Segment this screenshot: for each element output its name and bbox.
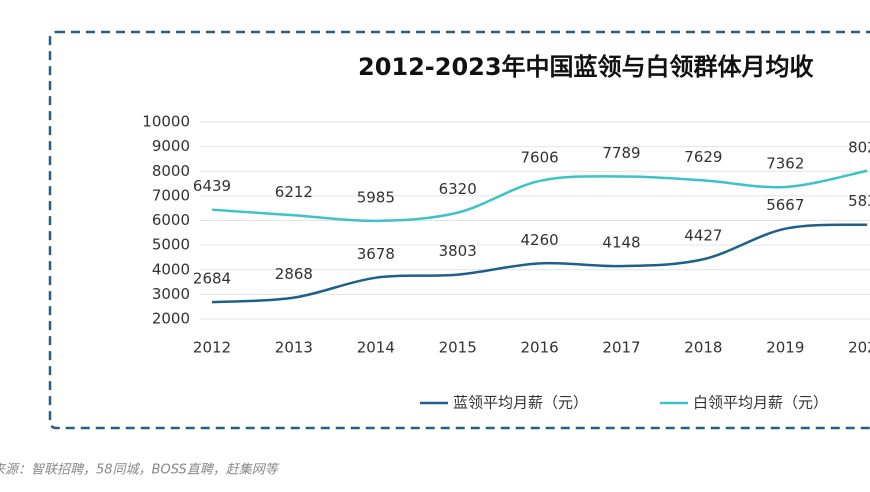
y-tick-label: 7000	[152, 186, 190, 204]
value-label: 4427	[684, 227, 722, 245]
value-label: 8020	[848, 138, 870, 156]
legend-label: 蓝领平均月薪（元）	[453, 394, 588, 412]
value-label: 6212	[275, 183, 313, 201]
value-label: 2868	[275, 265, 313, 283]
y-tick-label: 5000	[152, 236, 190, 254]
source: 来源：智联招聘，58同城，BOSS直聘，赶集网等	[0, 463, 280, 478]
value-label: 7789	[602, 144, 640, 162]
chart-title: 2012-2023年中国蓝领与白领群体月均收	[358, 53, 814, 81]
value-label: 2684	[193, 270, 231, 288]
x-tick-label: 2019	[766, 339, 804, 357]
y-tick-label: 8000	[152, 162, 190, 180]
value-label: 7362	[766, 154, 804, 172]
value-label: 5830	[848, 192, 870, 210]
x-tick-label: 2020	[848, 339, 870, 357]
value-label: 7629	[684, 148, 722, 166]
x-tick-label: 2017	[602, 339, 640, 357]
x-tick-label: 2013	[275, 339, 313, 357]
y-tick-label: 6000	[152, 211, 190, 229]
legend-label: 白领平均月薪（元）	[693, 394, 828, 412]
x-tick-label: 2012	[193, 339, 231, 357]
y-tick-label: 3000	[152, 285, 190, 303]
x-tick-label: 2016	[521, 339, 559, 357]
x-tick-label: 2015	[439, 339, 477, 357]
y-tick-label: 9000	[152, 137, 190, 155]
value-label: 5667	[766, 196, 804, 214]
y-tick-label: 4000	[152, 260, 190, 278]
value-label: 7606	[521, 148, 559, 166]
series-line	[211, 169, 868, 223]
value-label: 6439	[193, 177, 231, 195]
frame	[48, 30, 870, 430]
value-label: 4260	[521, 231, 559, 249]
value-label: 3678	[357, 245, 395, 263]
value-label: 3803	[439, 242, 477, 260]
value-label: 6320	[439, 180, 477, 198]
y-tick-label: 10000	[142, 113, 190, 131]
value-label: 4148	[602, 234, 640, 252]
y-tick-label: 2000	[152, 310, 190, 328]
value-label: 5985	[357, 188, 395, 206]
x-tick-label: 2014	[357, 339, 395, 357]
x-tick-label: 2018	[684, 339, 722, 357]
series-line	[211, 223, 868, 304]
